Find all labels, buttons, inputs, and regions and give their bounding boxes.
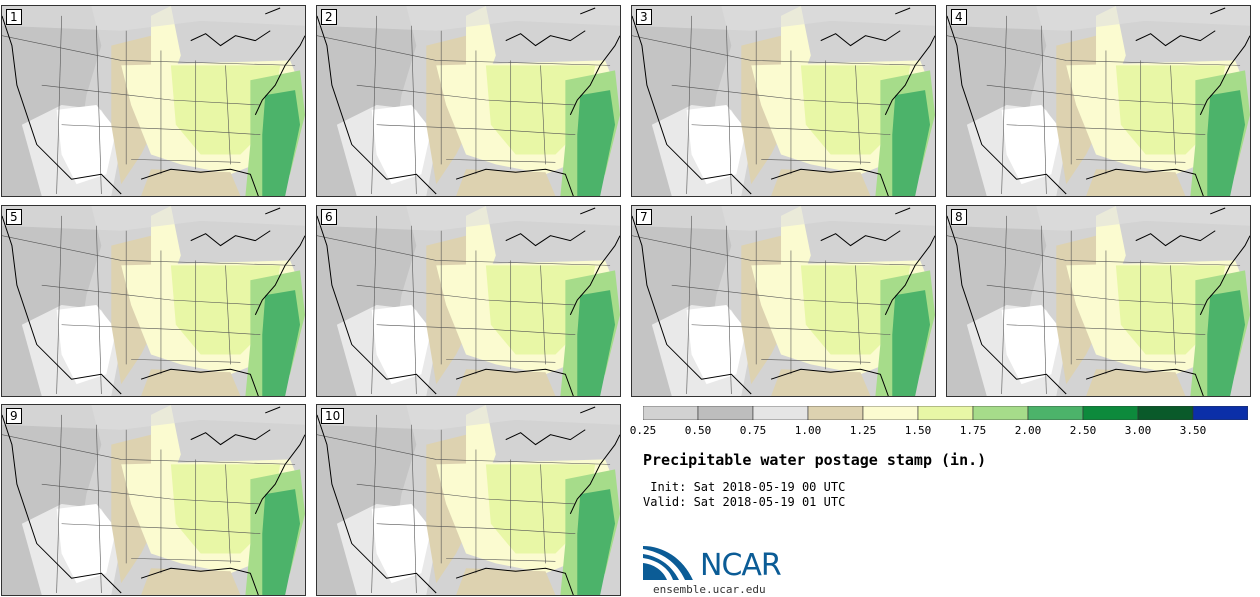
map-panel-9: 9 xyxy=(1,404,306,596)
map-panel-7: 7 xyxy=(631,205,936,397)
map-image xyxy=(317,206,620,396)
colorbar-tick-label: 0.50 xyxy=(684,424,712,437)
colorbar-tick-label: 2.00 xyxy=(1014,424,1042,437)
map-panel-1: 1 xyxy=(1,5,306,197)
ncar-logo-text: NCAR xyxy=(700,548,782,583)
map-image xyxy=(947,206,1250,396)
colorbar-tick-label: 0.75 xyxy=(739,424,767,437)
map-image xyxy=(632,206,935,396)
panel-label: 4 xyxy=(951,9,967,25)
map-image xyxy=(2,405,305,595)
colorbar-tick-label: 1.50 xyxy=(904,424,932,437)
colorbar-bin xyxy=(862,406,919,420)
colorbar-bin xyxy=(1082,406,1139,420)
panel-label: 8 xyxy=(951,209,967,225)
valid-time: Valid: Sat 2018-05-19 01 UTC xyxy=(643,495,846,509)
colorbar-bin xyxy=(1027,406,1084,420)
colorbar-bin xyxy=(807,406,864,420)
panel-label: 6 xyxy=(321,209,337,225)
colorbar-bin xyxy=(752,406,809,420)
colorbar-tick-label: 3.50 xyxy=(1179,424,1207,437)
panel-label: 5 xyxy=(6,209,22,225)
map-panel-3: 3 xyxy=(631,5,936,197)
colorbar-bin xyxy=(1192,406,1248,420)
map-panel-8: 8 xyxy=(946,205,1251,397)
ncar-logo-icon xyxy=(643,542,697,580)
panel-label: 10 xyxy=(321,408,345,424)
colorbar xyxy=(643,406,1248,420)
colorbar-bin xyxy=(697,406,754,420)
colorbar-bin xyxy=(643,406,699,420)
colorbar-tick-label: 2.50 xyxy=(1069,424,1097,437)
map-panel-10: 10 xyxy=(316,404,621,596)
colorbar-bin xyxy=(917,406,974,420)
colorbar-bin xyxy=(972,406,1029,420)
panel-label: 2 xyxy=(321,9,337,25)
map-image xyxy=(317,405,620,595)
map-panel-2: 2 xyxy=(316,5,621,197)
panel-label: 9 xyxy=(6,408,22,424)
init-time: Init: Sat 2018-05-19 00 UTC xyxy=(643,480,846,494)
panel-label: 7 xyxy=(636,209,652,225)
map-panel-4: 4 xyxy=(946,5,1251,197)
colorbar-tick-label: 1.00 xyxy=(794,424,822,437)
colorbar-bin xyxy=(1137,406,1194,420)
map-image xyxy=(2,6,305,196)
map-image xyxy=(947,6,1250,196)
site-url: ensemble.ucar.edu xyxy=(653,583,766,596)
colorbar-tick-label: 1.25 xyxy=(849,424,877,437)
panel-label: 3 xyxy=(636,9,652,25)
colorbar-tick-labels: 0.25 0.50 0.75 1.00 1.25 1.50 1.75 2.00 2.50 3.00… xyxy=(630,424,1260,438)
map-image xyxy=(2,206,305,396)
panel-label: 1 xyxy=(6,9,22,25)
map-image xyxy=(317,6,620,196)
map-panel-6: 6 xyxy=(316,205,621,397)
colorbar-tick-label: 1.75 xyxy=(959,424,987,437)
map-image xyxy=(632,6,935,196)
colorbar-tick-label: 0.25 xyxy=(629,424,657,437)
colorbar-tick-label: 3.00 xyxy=(1124,424,1152,437)
map-panel-5: 5 xyxy=(1,205,306,397)
chart-title: Precipitable water postage stamp (in.) xyxy=(643,451,987,469)
